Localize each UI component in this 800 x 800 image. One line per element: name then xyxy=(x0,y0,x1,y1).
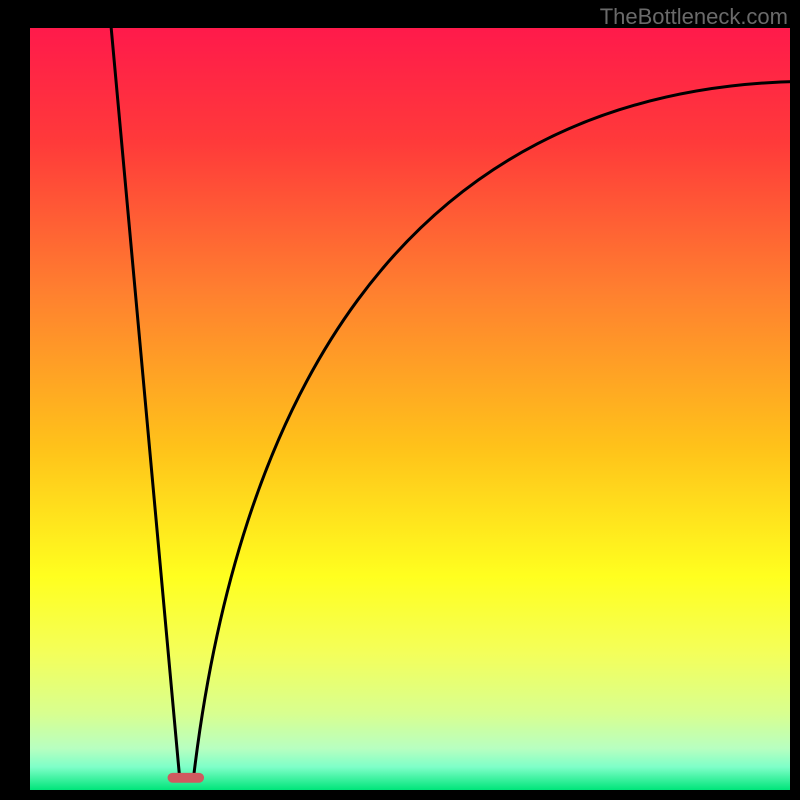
minimum-marker xyxy=(168,773,204,783)
chart-background xyxy=(30,28,790,790)
bottleneck-chart xyxy=(0,0,800,800)
chart-container: TheBottleneck.com xyxy=(0,0,800,800)
watermark-text: TheBottleneck.com xyxy=(600,4,788,30)
